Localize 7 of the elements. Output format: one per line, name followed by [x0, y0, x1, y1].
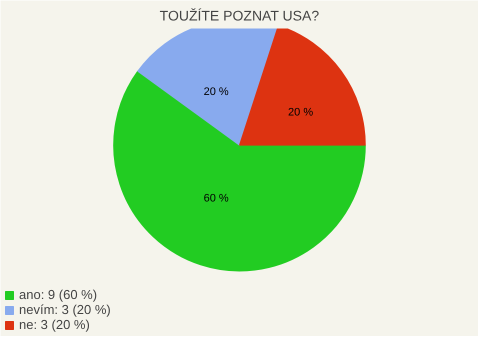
chart-title: TOUŽÍTE POZNAT USA? [160, 8, 320, 24]
legend-label: ne: 3 (20 %) [19, 317, 90, 332]
data-label: 20 % [204, 86, 229, 98]
legend-label: ano: 9 (60 %) [19, 287, 98, 302]
data-label: 60 % [204, 192, 229, 204]
data-label: 20 % [288, 106, 314, 118]
legend-label: nevím: 3 (20 %) [19, 302, 111, 317]
